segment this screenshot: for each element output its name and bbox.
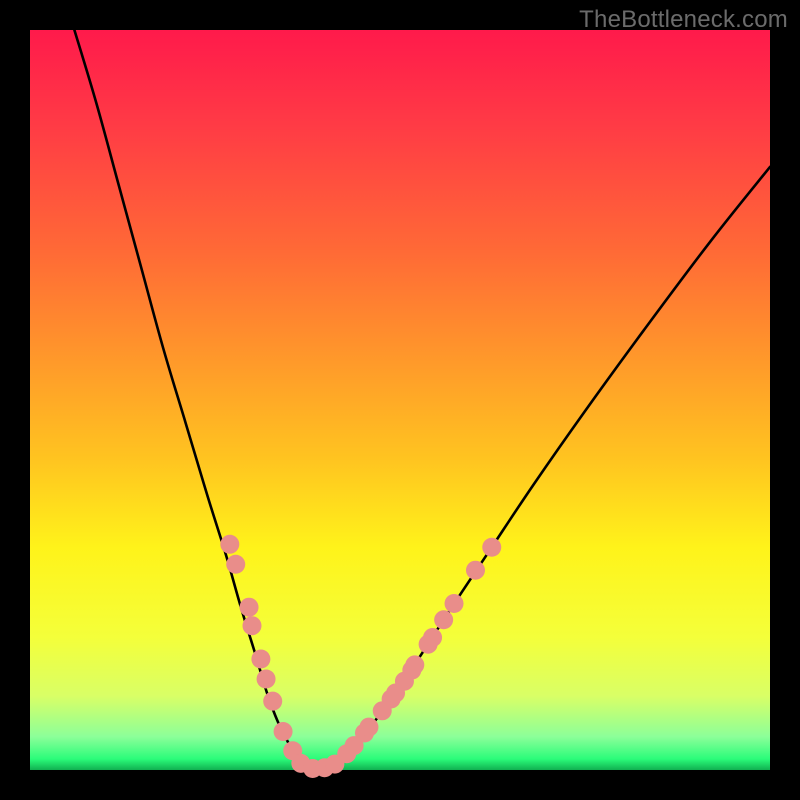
data-point: [434, 610, 453, 629]
data-point: [226, 555, 245, 574]
data-point: [240, 598, 259, 617]
data-point: [445, 594, 464, 613]
data-point: [482, 538, 501, 557]
data-point: [466, 561, 485, 580]
source-watermark: TheBottleneck.com: [579, 6, 788, 34]
data-point: [274, 722, 293, 741]
data-point: [359, 718, 378, 737]
data-points: [220, 535, 501, 778]
chart-overlay: [30, 30, 770, 770]
data-point: [243, 616, 262, 635]
plot-area: [30, 30, 770, 770]
bottleneck-curve: [74, 30, 770, 769]
data-point: [405, 655, 424, 674]
data-point: [263, 692, 282, 711]
data-point: [257, 669, 276, 688]
data-point: [220, 535, 239, 554]
data-point: [423, 628, 442, 647]
data-point: [251, 650, 270, 669]
chart-canvas: TheBottleneck.com: [0, 0, 800, 800]
